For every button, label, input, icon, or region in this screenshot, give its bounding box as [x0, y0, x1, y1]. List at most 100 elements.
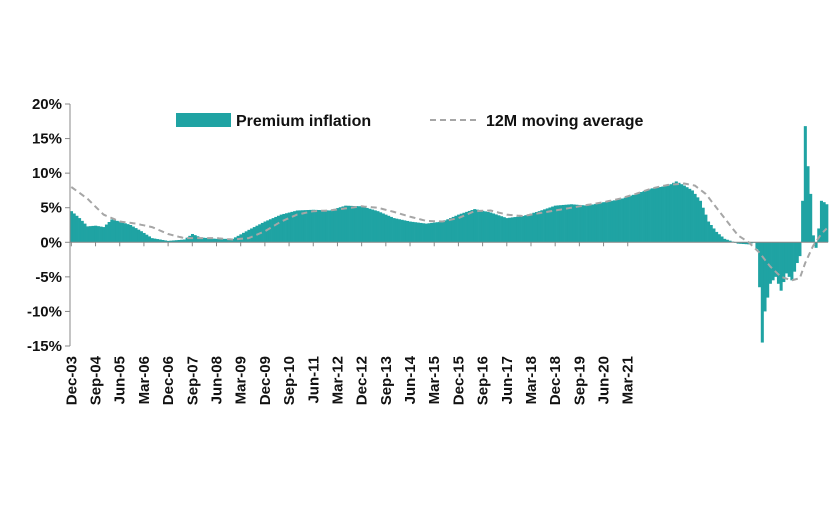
bar — [578, 204, 582, 243]
bar — [758, 242, 762, 288]
bar — [99, 226, 103, 243]
bar — [139, 231, 143, 243]
bar — [242, 232, 246, 243]
bar — [518, 216, 522, 243]
bar — [537, 211, 541, 243]
bar — [766, 242, 770, 298]
bar — [405, 220, 410, 243]
bar — [623, 197, 627, 243]
legend-swatch-premium-inflation — [176, 113, 231, 127]
bar — [182, 239, 186, 243]
bar — [510, 217, 514, 243]
bar — [83, 223, 87, 243]
bar — [443, 220, 447, 243]
bar — [516, 216, 520, 243]
bar — [717, 234, 721, 243]
bar — [457, 214, 461, 243]
bar — [220, 238, 224, 243]
bar — [685, 187, 689, 243]
chart-legend: Premium inflation 12M moving average — [176, 113, 644, 130]
x-tick-label: Dec-18 — [547, 356, 564, 405]
chart-axes — [69, 104, 828, 346]
bar — [78, 218, 82, 243]
bar — [500, 216, 504, 243]
x-tick-label: Dec-12 — [354, 356, 371, 405]
bar — [801, 200, 805, 243]
bar — [328, 210, 332, 243]
bar — [583, 205, 587, 243]
bar — [121, 222, 125, 243]
x-tick-label: Sep-04 — [88, 355, 105, 405]
bar — [427, 223, 431, 243]
bar — [352, 205, 356, 243]
bar — [809, 193, 813, 243]
x-tick-label: Mar-09 — [233, 356, 250, 404]
bar — [282, 213, 286, 243]
bar — [494, 214, 498, 243]
bar — [704, 214, 708, 243]
bar — [314, 209, 318, 243]
x-tick-label: Dec-03 — [63, 356, 80, 405]
bar — [475, 209, 479, 243]
moving-average-line — [70, 182, 828, 282]
bar — [293, 211, 297, 243]
bar — [588, 205, 592, 243]
bar — [319, 210, 324, 243]
bar — [96, 226, 100, 243]
bar — [303, 210, 307, 243]
bar — [696, 197, 700, 243]
bar — [610, 200, 614, 243]
bar — [233, 237, 237, 243]
bar — [551, 206, 555, 243]
bar — [422, 223, 426, 243]
bar — [580, 205, 584, 243]
bar — [454, 215, 458, 243]
bar — [91, 225, 95, 243]
bar — [647, 189, 651, 243]
bar — [276, 215, 281, 243]
bar — [467, 210, 471, 243]
bar — [207, 238, 211, 243]
bar — [115, 220, 119, 243]
x-tick-label: Mar-12 — [329, 356, 346, 404]
bar — [492, 213, 496, 243]
bar — [354, 206, 358, 243]
bar — [231, 238, 235, 243]
bar — [548, 207, 552, 243]
bar — [521, 216, 525, 243]
bar — [607, 201, 611, 243]
bar — [760, 242, 764, 343]
bar — [301, 210, 305, 243]
bar — [268, 219, 272, 243]
y-tick-label: -10% — [27, 303, 62, 320]
bar — [720, 236, 724, 243]
bar — [768, 242, 772, 284]
bar — [502, 217, 506, 243]
bar — [279, 214, 283, 243]
bar — [309, 209, 313, 243]
x-tick-label: Mar-06 — [136, 356, 153, 404]
bar — [110, 219, 114, 243]
bar — [567, 204, 571, 243]
bar — [701, 207, 705, 243]
bar — [362, 207, 367, 243]
bar — [604, 201, 608, 243]
bar — [819, 200, 823, 243]
bar — [408, 221, 412, 243]
bar — [134, 228, 138, 243]
x-tick-label: Mar-15 — [426, 356, 443, 404]
bar — [80, 220, 84, 243]
bar — [618, 199, 622, 243]
bar — [440, 221, 444, 243]
bar — [373, 210, 377, 243]
bar — [446, 219, 450, 243]
bar — [790, 242, 794, 281]
bar — [201, 237, 205, 243]
x-tick-label: Jun-20 — [596, 356, 613, 404]
bar — [338, 207, 342, 243]
bar — [543, 209, 547, 243]
bar — [481, 210, 485, 243]
bar — [172, 240, 176, 243]
bar — [435, 222, 439, 243]
bar — [169, 240, 173, 243]
